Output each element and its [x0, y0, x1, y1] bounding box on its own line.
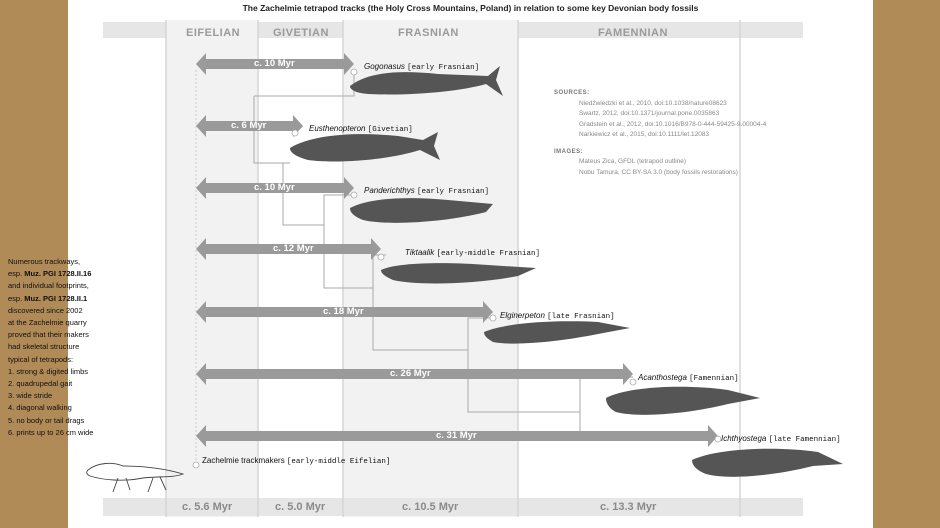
gap-label-gogonasus: c. 10 Myr	[254, 58, 295, 69]
gap-arrows	[196, 53, 718, 447]
trait-item: 3. wide stride	[8, 391, 53, 401]
duration-footer-bar	[103, 498, 803, 516]
node-markers	[192, 68, 722, 469]
gap-arrow-3	[196, 238, 381, 260]
gap-arrow-0	[196, 53, 354, 75]
stage-eifelian: EIFELIAN	[186, 27, 241, 39]
taxon-acanthostega: Acanthostega [Famennian]	[638, 373, 739, 383]
duration-eifelian: c. 5.6 Myr	[182, 501, 233, 513]
trait-item: 1. strong & digited limbs	[8, 366, 89, 376]
duration-frasnian: c. 10.5 Myr	[402, 501, 459, 513]
gap-label-eusthenopteron: c. 6 Myr	[231, 120, 267, 131]
gap-arrow-1	[196, 115, 303, 137]
duration-famennian: c. 13.3 Myr	[600, 501, 657, 513]
trackway-note: Numerous trackways, esp. Muz. PGI 1728.I…	[8, 256, 128, 439]
source-item: Swartz, 2012, doi:10.1371/journal.pone.0…	[579, 110, 720, 117]
source-item: Niedźwiedzki et al., 2010, doi:10.1038/n…	[579, 99, 727, 107]
duration-givetian: c. 5.0 Myr	[275, 501, 326, 513]
taxon-gogonasus: Gogonasus [early Frasnian]	[364, 62, 480, 72]
diagram-canvas: The Zachelmie tetrapod tracks (the Holy …	[68, 0, 873, 528]
stage-givetian: GIVETIAN	[273, 27, 329, 39]
taxon-zachelmie-trackmakers: Zachelmie trackmakers [early-middle Eife…	[202, 456, 391, 466]
taxon-eusthenopteron: Eusthenopteron [Givetian]	[309, 124, 413, 134]
taxon-ichthyostega: Ichthyostega [late Famennian]	[721, 434, 841, 444]
gap-label-elginerpeton: c. 18 Myr	[323, 306, 364, 317]
gap-label-tiktaalik: c. 12 Myr	[273, 243, 314, 254]
gap-label-acanthostega: c. 26 Myr	[390, 368, 431, 379]
taxon-tiktaalik: Tiktaalik [early-middle Frasnian]	[405, 248, 541, 258]
tetrapod-outline	[86, 462, 185, 493]
trait-item: 5. no body or tail drags	[8, 415, 85, 425]
sources-heading: SOURCES:	[554, 90, 590, 96]
taxon-elginerpeton: Elginerpeton [late Frasnian]	[500, 311, 615, 321]
image-credit: Nobu Tamura, CC BY-SA 3.0 (body fossils …	[579, 168, 738, 176]
stage-frasnian: FRASNIAN	[398, 27, 459, 39]
trait-item: 4. diagonal walking	[8, 403, 72, 413]
fish-illustrations	[290, 66, 843, 477]
gap-label-ichthyostega: c. 31 Myr	[436, 430, 477, 441]
stage-famennian: FAMENNIAN	[598, 27, 668, 39]
diagram-graphics	[86, 20, 843, 517]
diagram-title: The Zachelmie tetrapod tracks (the Holy …	[242, 3, 699, 13]
gap-arrow-2	[196, 177, 354, 199]
gap-arrow-6	[196, 425, 718, 447]
images-heading: IMAGES:	[554, 148, 584, 155]
sources-block: SOURCES: Niedźwiedzki et al., 2010, doi:…	[554, 88, 766, 178]
taxon-panderichthys: Panderichthys [early Frasnian]	[364, 186, 489, 196]
trait-item: 6. prints up to 26 cm wide	[8, 427, 94, 437]
source-item: Gradstein et al., 2012, doi:10.1016/B978…	[579, 120, 767, 128]
source-item: Narkiewicz et al., 2015, doi:10.1111/let…	[579, 131, 710, 138]
gap-label-panderichthys: c. 10 Myr	[254, 182, 295, 193]
gap-arrow-4	[196, 301, 493, 323]
image-credit: Mateus Zica, GFDL (tetrapod outline)	[579, 158, 687, 165]
trait-item: 2. quadrupedal gait	[8, 379, 73, 389]
gap-arrow-5	[196, 363, 633, 385]
